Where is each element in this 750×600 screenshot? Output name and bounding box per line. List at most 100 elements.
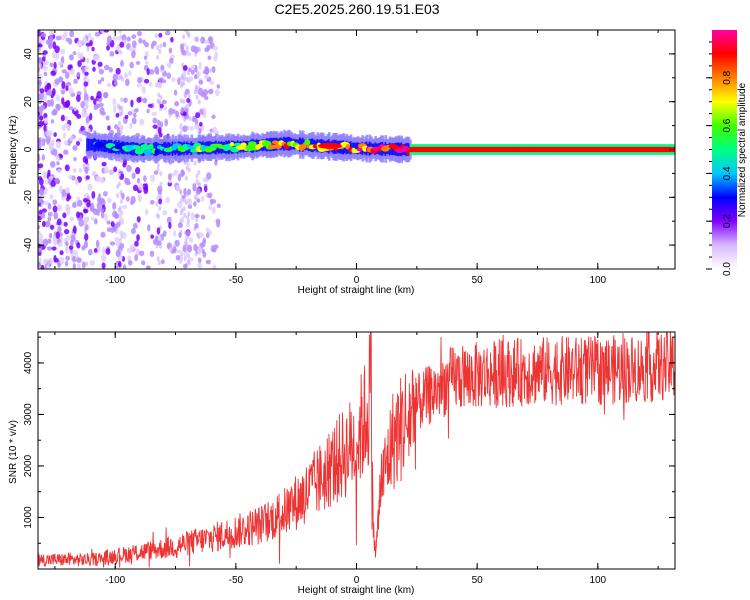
noise-speckle [112,73,118,82]
noise-speckle [43,124,47,132]
noise-speckle [165,30,171,36]
ridge-blob [240,142,247,148]
noise-speckle [174,239,180,247]
noise-speckle [179,130,183,136]
noise-speckle [91,46,95,52]
noise-speckle [127,260,133,266]
noise-speckle [202,251,207,258]
noise-speckle [183,212,187,218]
noise-speckle [212,45,219,51]
noise-speckle [213,54,218,62]
noise-speckle [193,201,197,207]
noise-speckle [55,140,61,149]
noise-speckle [188,237,194,243]
noise-speckle [182,111,187,117]
noise-speckle [53,132,57,137]
noise-speckle [47,258,53,265]
noise-speckle [144,51,149,58]
noise-speckle [179,256,183,262]
noise-speckle [41,32,47,38]
noise-speckle [120,97,124,103]
noise-speckle [158,32,163,38]
noise-speckle [118,260,122,268]
noise-speckle [146,108,150,114]
noise-speckle [149,199,155,205]
noise-speckle [78,167,83,173]
noise-speckle [161,99,167,105]
noise-speckle [177,77,181,86]
noise-speckle [56,161,60,166]
noise-speckle [106,45,110,51]
noise-speckle [187,198,192,205]
noise-speckle [73,106,78,112]
noise-speckle [108,169,114,175]
noise-speckle [101,161,107,167]
noise-speckle [120,76,124,82]
ridge-blob [143,148,153,156]
noise-speckle [189,126,194,131]
noise-speckle [157,99,161,105]
noise-speckle [76,94,81,103]
noise-speckle [195,217,199,223]
ridge-outer [355,142,358,154]
noise-speckle [212,264,217,269]
noise-speckle [164,118,168,127]
noise-speckle [45,220,51,228]
noise-speckle [112,202,117,210]
noise-speckle [53,61,57,70]
noise-speckle [146,68,150,76]
noise-speckle [81,261,86,269]
noise-speckle [77,60,82,68]
noise-speckle [187,94,191,100]
noise-speckle [61,189,67,197]
noise-speckle [56,218,62,226]
noise-speckle [106,197,112,204]
noise-speckle [69,239,74,247]
noise-speckle [136,234,140,242]
noise-speckle [115,249,121,258]
noise-speckle [156,227,161,235]
noise-speckle [183,93,187,99]
noise-speckle [182,263,188,269]
x-tick-label: 0 [354,275,360,286]
noise-speckle [64,260,69,267]
noise-speckle [61,97,65,105]
noise-speckle [193,89,197,95]
noise-speckle [47,211,52,217]
noise-speckle [92,66,96,72]
noise-speckle [66,196,70,202]
colorbar-label: Normalized spectral amplitude [737,82,748,217]
noise-speckle [187,204,193,209]
noise-speckle [95,239,100,248]
colorbar-gradient [712,30,737,269]
x-tick-label: 0 [354,575,360,586]
noise-speckle [54,53,60,60]
noise-speckle [190,69,195,75]
noise-speckle [49,224,55,230]
noise-speckle [115,112,120,118]
noise-speckle [165,196,170,203]
noise-speckle [63,140,69,146]
y-tick-label: 4000 [23,351,34,374]
noise-speckle [105,115,110,121]
noise-speckle [63,149,69,155]
noise-speckle [85,261,89,267]
noise-speckle [162,230,167,237]
noise-speckle [38,93,42,101]
noise-speckle [159,94,163,100]
noise-speckle [89,260,96,266]
noise-speckle [182,197,186,203]
noise-speckle [186,70,190,76]
noise-speckle [180,107,185,115]
noise-speckle [143,175,147,182]
noise-speckle [156,162,160,168]
noise-speckle [147,224,151,232]
noise-speckle [192,185,197,192]
noise-speckle [118,30,122,34]
noise-speckle [44,59,49,66]
noise-speckle [119,49,123,55]
noise-speckle [137,194,143,202]
noise-speckle [86,202,91,207]
noise-speckle [65,255,70,261]
noise-speckle [65,241,69,247]
